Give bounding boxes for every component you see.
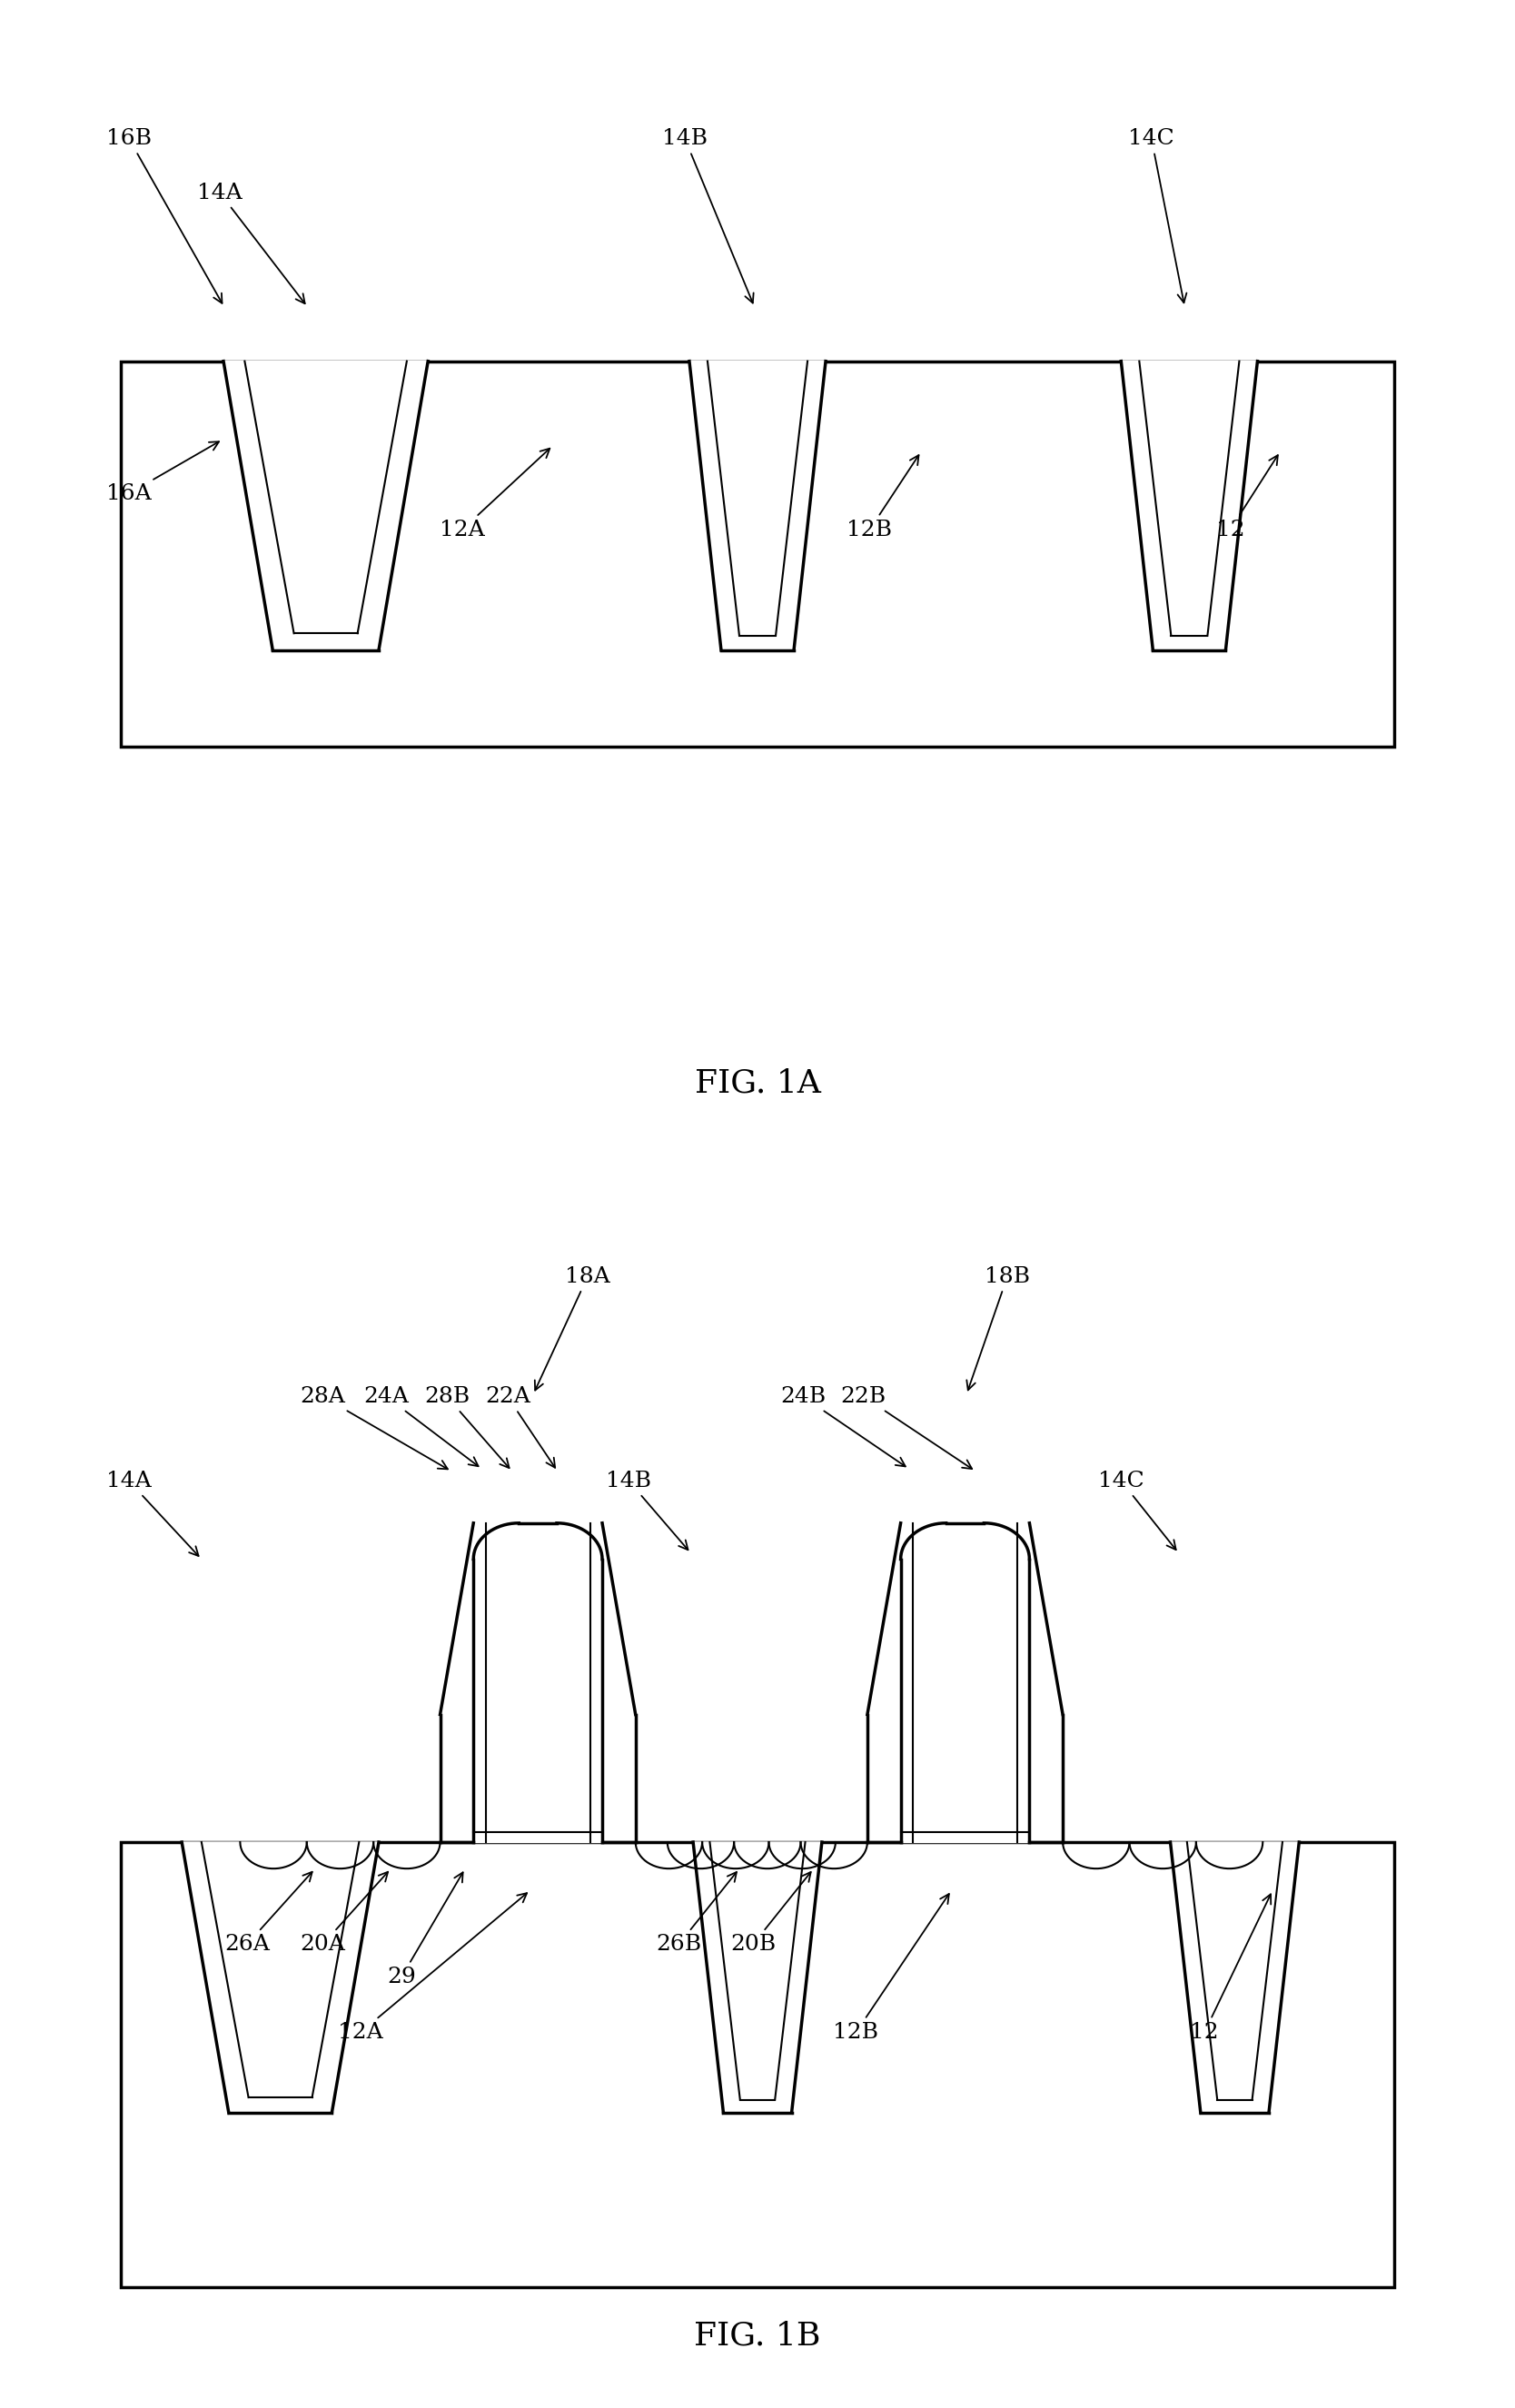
Polygon shape [1170,1842,1298,2114]
Text: 18B: 18B [967,1267,1030,1389]
Polygon shape [473,1524,601,1842]
Polygon shape [224,361,427,650]
Text: 12: 12 [1217,455,1277,539]
Text: 28B: 28B [424,1387,509,1469]
Text: 16B: 16B [106,128,223,303]
Text: 22A: 22A [485,1387,554,1466]
Text: 12B: 12B [833,1895,948,2042]
Polygon shape [900,1524,1029,1842]
Text: 12A: 12A [338,1893,527,2042]
Text: FIG. 1B: FIG. 1B [694,2321,821,2350]
Text: 12B: 12B [847,455,918,539]
Text: 14B: 14B [606,1471,688,1551]
Text: 24A: 24A [364,1387,479,1466]
Text: 20A: 20A [300,1871,388,1955]
Text: 28A: 28A [300,1387,448,1469]
Polygon shape [182,1842,379,2114]
Text: 14C: 14C [1098,1471,1176,1551]
Text: 14B: 14B [662,128,753,303]
Polygon shape [1121,361,1257,650]
Text: 12A: 12A [439,448,550,539]
Text: 16A: 16A [106,441,220,503]
Polygon shape [689,361,826,650]
Text: 12: 12 [1191,1895,1271,2042]
Polygon shape [692,1842,821,2114]
Text: 20B: 20B [730,1871,811,1955]
Text: 14C: 14C [1129,128,1186,303]
Polygon shape [121,361,1394,746]
Text: 26B: 26B [656,1871,736,1955]
Text: 24B: 24B [780,1387,906,1466]
Text: FIG. 1A: FIG. 1A [694,1069,821,1098]
Text: 18A: 18A [535,1267,611,1389]
Text: 26A: 26A [224,1871,312,1955]
Text: 14A: 14A [197,183,305,303]
Polygon shape [121,1842,1394,2288]
Text: 29: 29 [386,1873,464,1987]
Text: 14A: 14A [106,1471,198,1556]
Text: 22B: 22B [841,1387,973,1469]
